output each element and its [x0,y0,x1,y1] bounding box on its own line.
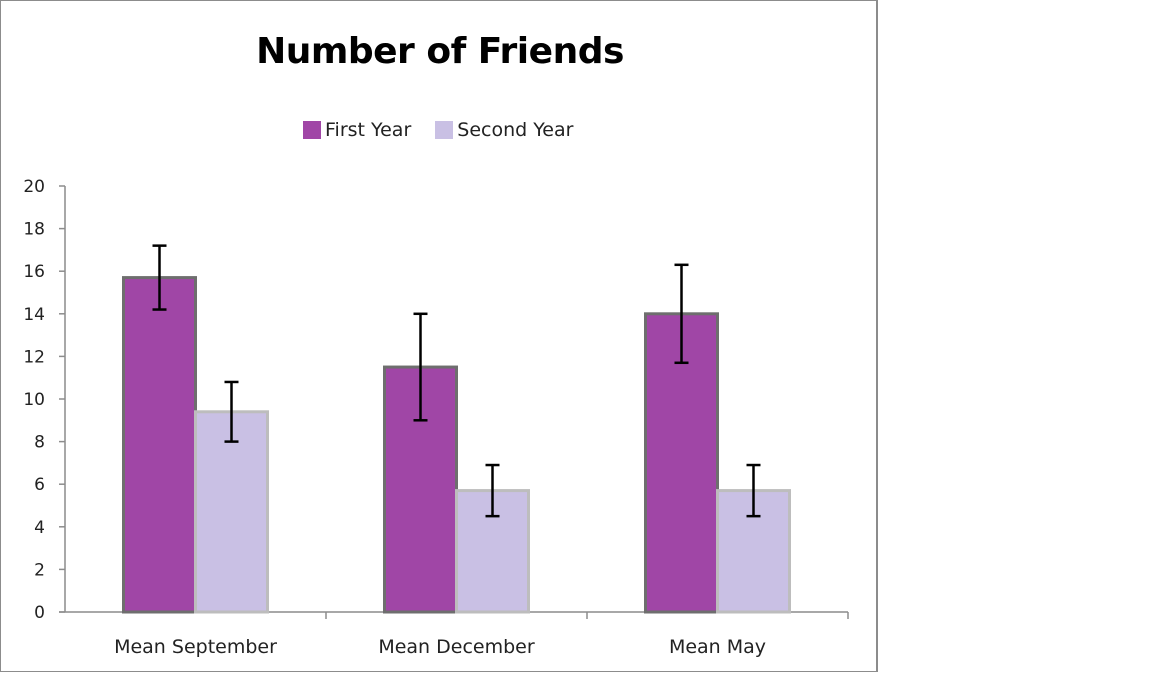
chart-frame: Number of Friends First Year Second Year… [0,0,878,672]
x-category-label: Mean September [114,636,277,658]
legend-swatch-first-year [303,121,321,139]
legend-label-first-year: First Year [325,119,412,141]
bar-second-year [194,410,269,614]
y-tick-label: 4 [34,518,45,538]
legend-item-first-year: First Year [303,119,411,141]
y-tick-label: 16 [23,262,45,282]
y-tick-label: 12 [23,347,45,367]
y-tick-label: 6 [34,475,45,495]
y-tick-label: 2 [34,560,45,580]
bar-first-year [122,276,197,614]
legend-swatch-second-year [435,121,454,139]
y-tick-label: 20 [23,177,45,197]
plot-area: 0 2 4 6 8 10 12 14 16 18 20 Mean September Mean Dece… [23,177,849,658]
x-category-label: Mean December [378,636,535,658]
y-tick-label: 10 [23,390,45,410]
x-category-label: Mean May [669,636,766,658]
legend: First Year Second Year [303,117,597,143]
y-tick-label: 8 [34,433,45,453]
chart-title: Number of Friends [256,31,624,72]
y-tick-label: 14 [23,305,45,325]
y-tick-label: 18 [23,220,45,240]
legend-label-second-year: Second Year [457,119,574,141]
y-tick-label: 0 [34,603,45,623]
legend-item-second-year: Second Year [435,119,573,141]
